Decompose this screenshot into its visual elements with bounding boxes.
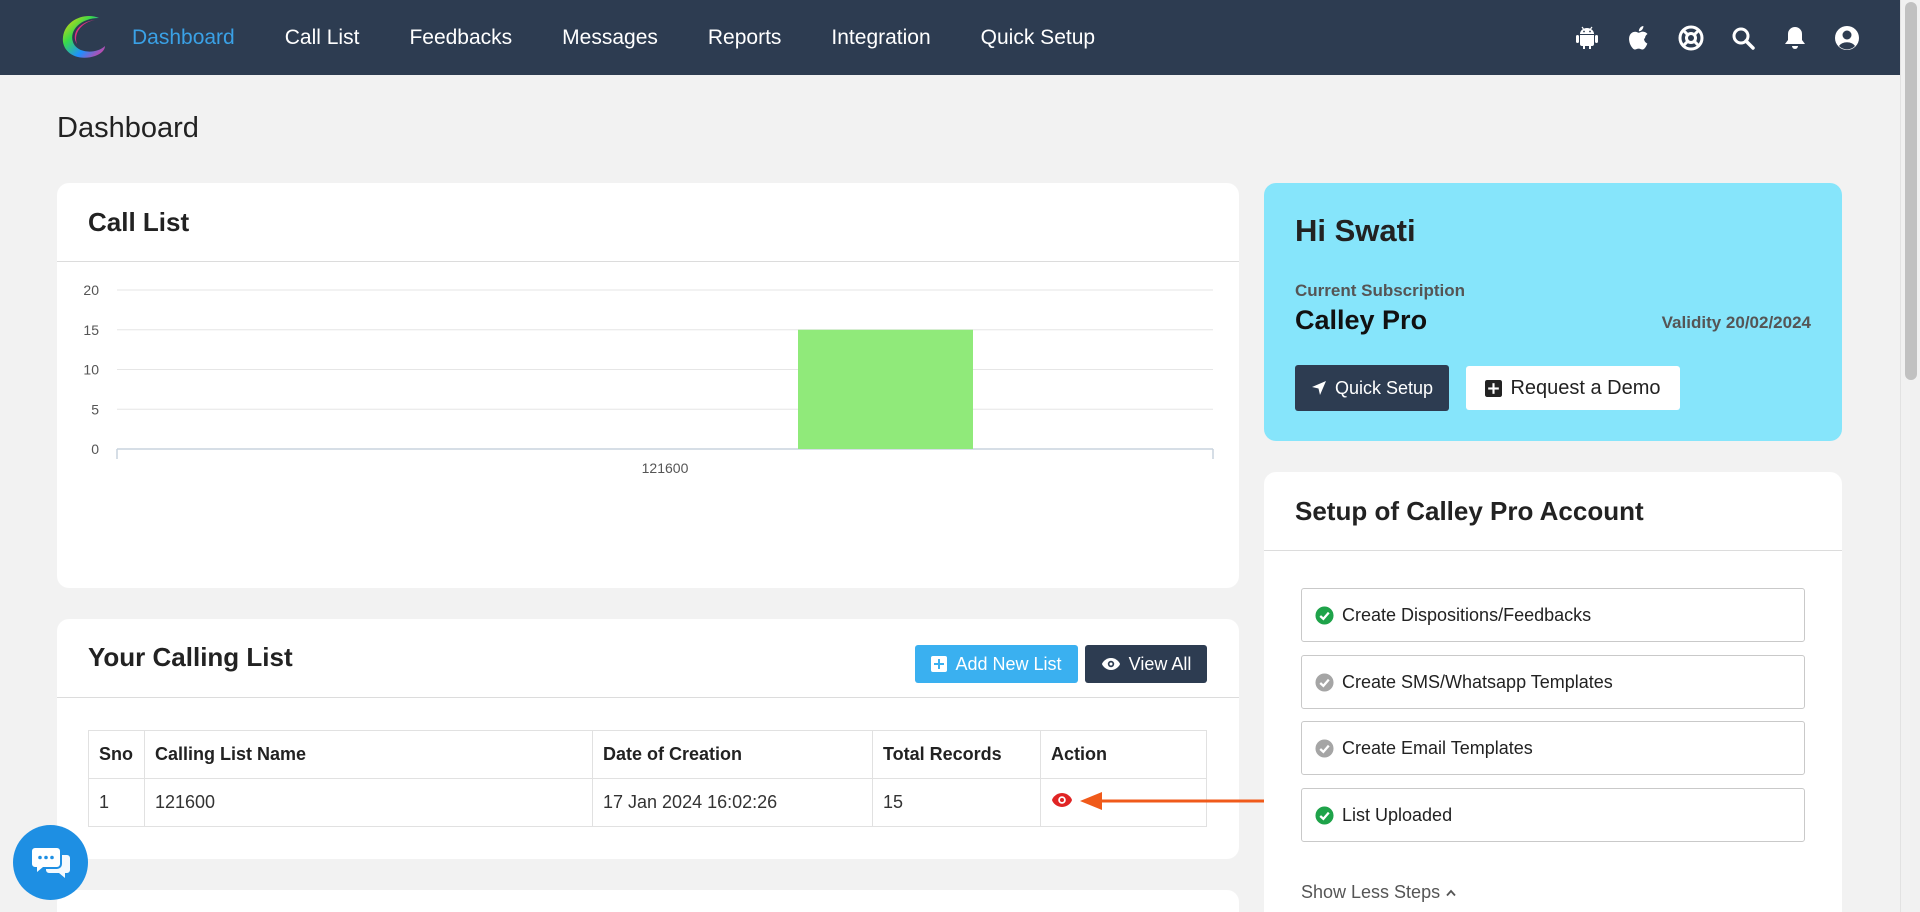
page-scrollbar[interactable]	[1900, 0, 1920, 912]
calling-list-title: Your Calling List	[88, 642, 293, 672]
user-icon[interactable]	[1834, 25, 1860, 51]
call-list-card-title: Call List	[88, 207, 190, 237]
cell-sno: 1	[88, 778, 145, 827]
card-divider	[1264, 550, 1842, 551]
nav-item-messages[interactable]: Messages	[562, 25, 658, 49]
setup-step-label: Create SMS/Whatsapp Templates	[1342, 671, 1613, 692]
setup-step[interactable]: Create SMS/Whatsapp Templates	[1301, 655, 1805, 709]
y-tick-label: 10	[83, 362, 99, 378]
show-less-steps-link[interactable]: Show Less Steps	[1301, 882, 1456, 903]
request-demo-button[interactable]: Request a Demo	[1466, 366, 1680, 410]
greeting-title: Hi Swati	[1295, 213, 1416, 248]
view-all-button[interactable]: View All	[1085, 645, 1207, 683]
chat-icon	[31, 847, 70, 878]
calling-list-table: Sno Calling List Name Date of Creation T…	[88, 730, 1207, 827]
search-icon[interactable]	[1730, 25, 1756, 51]
greeting-card: Hi Swati Current Subscription Calley Pro…	[1264, 183, 1842, 441]
col-calling-list-name: Calling List Name	[144, 730, 593, 779]
plus-square-icon	[931, 656, 948, 672]
table-header-row: Sno Calling List Name Date of Creation T…	[88, 730, 1207, 779]
call-list-chart-card: Call List 0 5 10 15 20 121600	[57, 183, 1239, 588]
scrollbar-thumb[interactable]	[1905, 2, 1917, 380]
add-new-list-label: Add New List	[955, 653, 1062, 674]
setup-step-label: Create Dispositions/Feedbacks	[1342, 604, 1592, 625]
nav-item-reports[interactable]: Reports	[707, 25, 782, 49]
y-tick-label: 0	[91, 441, 99, 457]
setup-step[interactable]: Create Email Templates	[1301, 721, 1805, 775]
nav-item-integration[interactable]: Integration	[831, 25, 931, 49]
col-sno: Sno	[88, 730, 145, 779]
subscription-validity: Validity 20/02/2024	[1661, 313, 1811, 332]
apple-icon[interactable]	[1626, 25, 1652, 51]
view-all-label: View All	[1128, 653, 1192, 674]
setup-step[interactable]: List Uploaded	[1301, 788, 1805, 842]
nav-icon-group	[1574, 0, 1860, 75]
cell-records: 15	[872, 778, 1041, 827]
col-action: Action	[1040, 730, 1207, 779]
y-tick-label: 15	[83, 322, 99, 338]
check-circle-pending-icon	[1315, 738, 1334, 758]
view-list-eye-icon[interactable]	[1051, 792, 1073, 813]
call-list-bar-chart: 0 5 10 15 20 121600	[83, 282, 1214, 476]
quick-setup-button[interactable]: Quick Setup	[1295, 365, 1449, 411]
add-new-list-button[interactable]: Add New List	[915, 645, 1078, 683]
bar	[798, 329, 973, 449]
request-demo-label: Request a Demo	[1510, 376, 1661, 399]
col-date-of-creation: Date of Creation	[592, 730, 873, 779]
nav-item-dashboard[interactable]: Dashboard	[132, 25, 235, 49]
nav-item-quick-setup[interactable]: Quick Setup	[980, 25, 1096, 49]
top-navbar: Dashboard Call List Feedbacks Messages Repor…	[0, 0, 1900, 75]
table-row: 1 121600 17 Jan 2024 16:02:26 15	[88, 778, 1207, 827]
setup-step-label: Create Email Templates	[1342, 737, 1533, 758]
check-circle-done-icon	[1315, 805, 1334, 825]
card-divider	[57, 261, 1239, 262]
chat-widget-button[interactable]	[13, 825, 88, 900]
support-icon[interactable]	[1678, 25, 1704, 51]
nav-item-call-list[interactable]: Call List	[284, 25, 360, 49]
annotation-arrow	[1080, 792, 1266, 810]
subscription-plan: Calley Pro	[1295, 305, 1428, 335]
bell-icon[interactable]	[1782, 25, 1808, 51]
android-icon[interactable]	[1574, 25, 1600, 51]
show-less-label: Show Less Steps	[1301, 882, 1441, 902]
x-tick-label: 121600	[642, 460, 689, 476]
setup-card-title: Setup of Calley Pro Account	[1295, 496, 1644, 526]
check-circle-pending-icon	[1315, 672, 1334, 692]
calley-logo[interactable]	[55, 10, 109, 64]
setup-account-card: Setup of Calley Pro Account Create Dispo…	[1264, 472, 1842, 912]
main-menu: Dashboard Call List Feedbacks Messages Repor…	[132, 0, 1120, 75]
chevron-up-icon	[1446, 889, 1456, 896]
setup-step-label: List Uploaded	[1342, 804, 1453, 825]
calling-list-card: Your Calling List Add New List View All …	[57, 619, 1239, 859]
plus-square-icon	[1485, 379, 1503, 397]
cell-date: 17 Jan 2024 16:02:26	[592, 778, 873, 827]
col-total-records: Total Records	[872, 730, 1041, 779]
eye-icon	[1101, 658, 1120, 670]
quick-setup-label: Quick Setup	[1334, 377, 1434, 398]
nav-item-feedbacks[interactable]: Feedbacks	[409, 25, 513, 49]
location-arrow-icon	[1311, 381, 1326, 395]
cell-list-name: 121600	[144, 778, 593, 827]
setup-step[interactable]: Create Dispositions/Feedbacks	[1301, 588, 1805, 642]
card-divider	[57, 697, 1239, 698]
y-tick-label: 20	[83, 282, 99, 298]
y-tick-label: 5	[91, 401, 99, 417]
next-card-edge	[57, 890, 1239, 912]
subscription-label: Current Subscription	[1295, 281, 1466, 300]
page-title: Dashboard	[57, 112, 199, 144]
check-circle-done-icon	[1315, 605, 1334, 625]
